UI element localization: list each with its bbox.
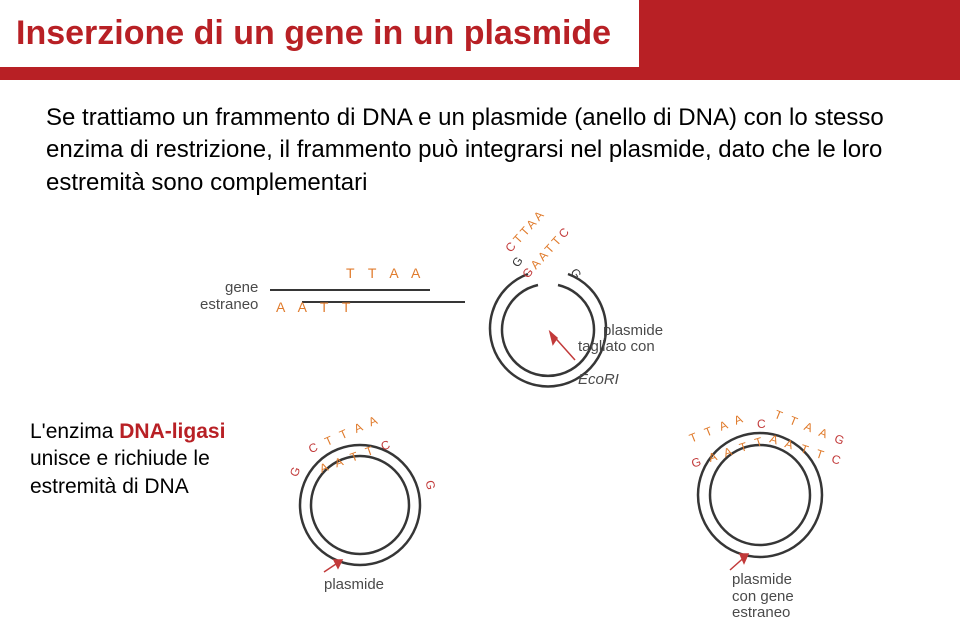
seq-bottom-orange: A A T T [276,300,355,315]
label-gene-estraneo: gene estraneo [200,280,258,313]
body-paragraph: Se trattiamo un frammento di DNA e un pl… [46,102,930,199]
ligase-caption: L'enzima DNA-ligasi unisce e richiude le… [30,418,280,500]
title-box: Inserzione di un gene in un plasmide [0,0,639,67]
label-plasmid-cut-text: plasmide tagliato con [578,322,663,356]
seq-top-orange: T T A A [346,266,425,281]
header-strip: Inserzione di un gene in un plasmide [0,0,960,80]
label-plasmid-cut: plasmide tagliato con EcoRI [578,306,663,422]
p2-c: C [757,418,769,431]
ligase-rest: unisce e richiude le estremità di DNA [30,447,210,497]
slide-root: Inserzione di un gene in un plasmide Se … [0,0,960,628]
slide-title: Inserzione di un gene in un plasmide [16,14,611,53]
label-plasmid-gene: plasmide con gene estraneo [732,572,794,622]
label-ecori: EcoRI [578,372,663,389]
ligase-emphasis: DNA-ligasi [119,420,225,443]
label-plasmid: plasmide [324,577,384,594]
svg-text:G: G [568,266,585,282]
ligase-prefix: L'enzima [30,420,119,443]
diagram-area: G G T T A A A A T T CTTAA GAATTC gene es… [260,250,940,610]
